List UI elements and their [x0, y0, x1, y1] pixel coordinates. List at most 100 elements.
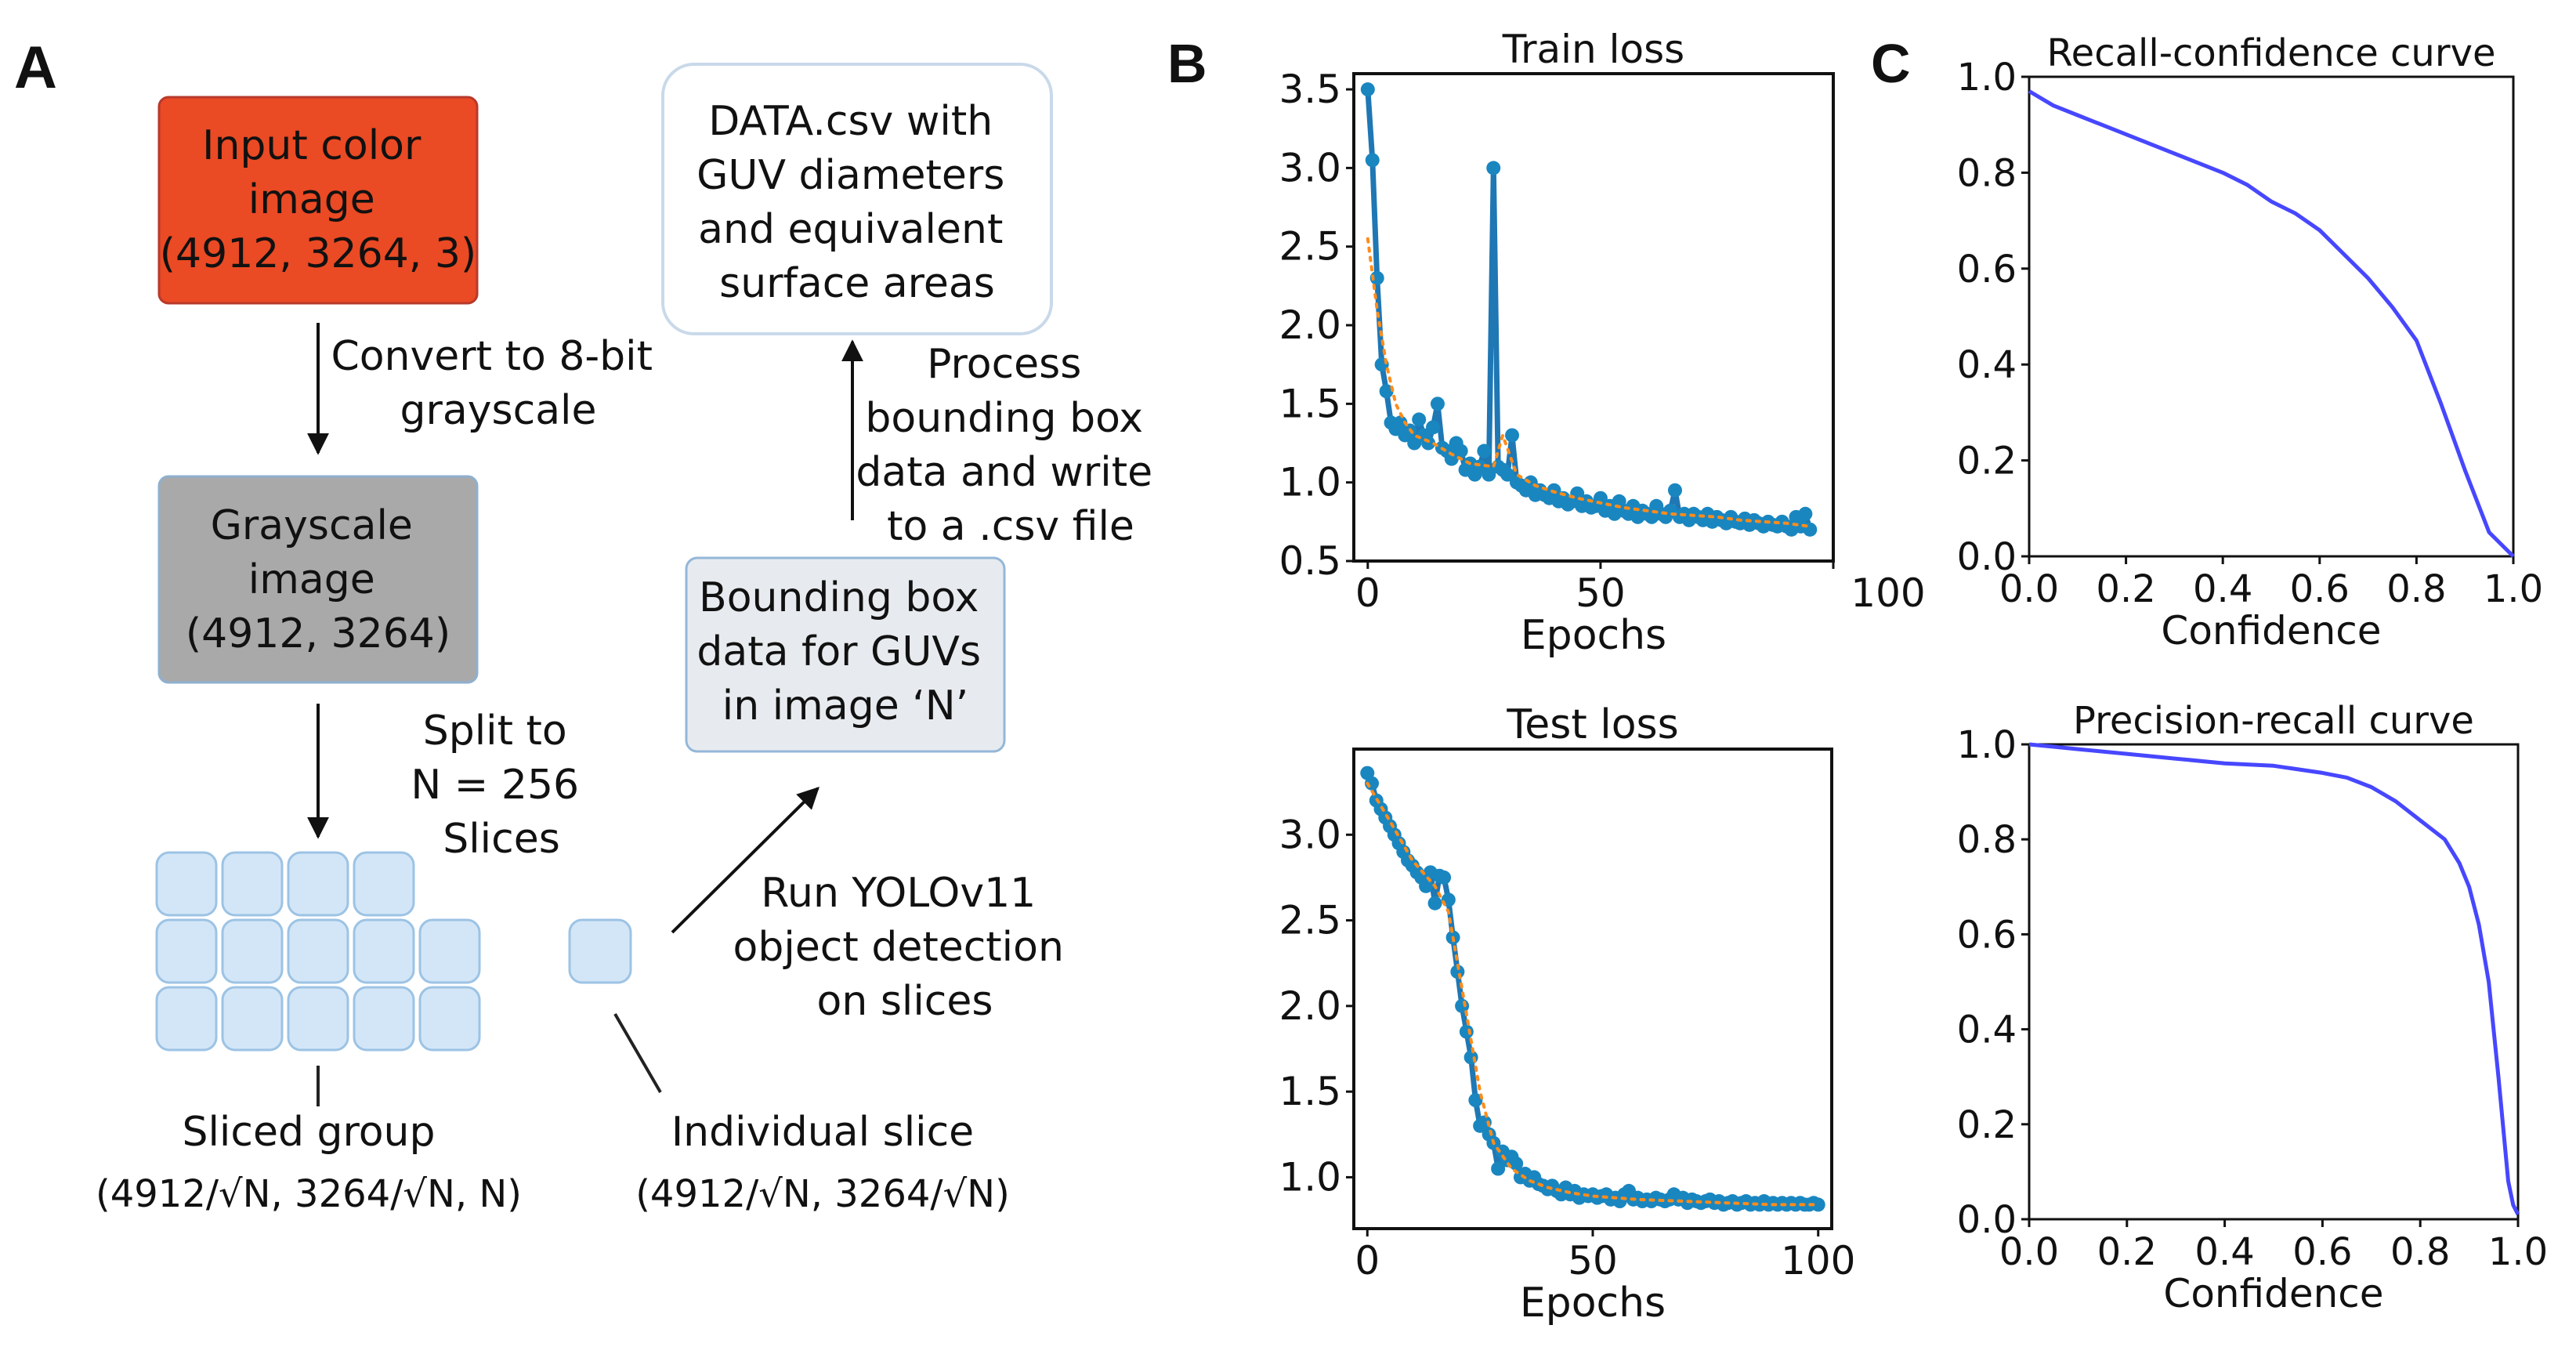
data-point — [1393, 415, 1408, 430]
slice-cell — [353, 986, 415, 1052]
panel-label-b: B — [1167, 33, 1207, 94]
panel-label-a: A — [14, 34, 57, 101]
x-axis-label: Epochs — [1520, 1280, 1666, 1327]
slice-cell — [221, 986, 284, 1052]
x-tick-label: 100 — [1781, 1238, 1855, 1283]
data-point — [1360, 82, 1375, 97]
grayscale-image-label: Grayscale image (4912, 3264) — [186, 502, 450, 657]
convert-step-label: Convert to 8-bit grayscale — [331, 333, 665, 434]
x-tick-label: 50 — [1576, 570, 1626, 616]
chart-title: Recall-confidence curve — [2046, 31, 2495, 75]
data-point — [1468, 1093, 1483, 1108]
data-point — [1491, 1161, 1506, 1176]
x-tick-label: 0.6 — [2290, 567, 2350, 611]
data-point — [1811, 1197, 1825, 1212]
grayscale-image-box — [157, 475, 479, 684]
test-loss-chart: Test loss 1.0 1.5 2.0 2.5 3.0 0 50 100 Epochs — [1279, 701, 1855, 1327]
plot-frame — [1352, 72, 1835, 563]
data-point — [1412, 412, 1427, 427]
x-tick-label: 1.0 — [2484, 567, 2543, 611]
data-csv-box — [661, 63, 1053, 335]
data-point — [1505, 428, 1520, 443]
y-tick-label: 0.0 — [1957, 1198, 2017, 1242]
data-point — [1667, 483, 1682, 498]
slice-cell — [221, 918, 284, 984]
run-step-label: Run YOLOv11 object detection on slices — [733, 870, 1077, 1025]
panel-b: B Train loss 0.5 1.0 1.5 2.0 2.5 3.0 3.5 0 50 100 E… — [1167, 27, 1926, 1327]
slice-cell — [418, 986, 481, 1052]
x-tick-label: 0.4 — [2194, 1230, 2254, 1274]
individual-slice-pointer — [613, 1012, 662, 1094]
slice-cell — [221, 851, 284, 917]
slice-cell — [353, 851, 415, 917]
panel-a: A Input color image (4912, 3264, 3) Conv… — [14, 34, 1165, 1216]
plot-frame — [2028, 743, 2520, 1221]
y-tick-label: 0.4 — [1957, 1008, 2017, 1052]
x-tick-label: 0.2 — [2096, 567, 2155, 611]
y-tick-label: 1.5 — [1279, 1069, 1341, 1114]
input-image-label: Input color image (4912, 3264, 3) — [160, 122, 476, 277]
data-point — [1798, 506, 1813, 521]
x-tick-label: 0 — [1355, 1238, 1380, 1283]
slice-cell — [155, 918, 218, 984]
data-csv-label: DATA.csv with GUV diameters and equivale… — [696, 98, 1018, 307]
slice-cell — [155, 851, 218, 917]
precision-recall-chart: Precision-recall curve 0.0 0.2 0.4 0.6 0.8 1.0… — [1957, 699, 2549, 1316]
y-tick-label: 1.0 — [1279, 1154, 1341, 1200]
y-tick-label: 0.8 — [1957, 818, 2017, 862]
data-point — [1482, 467, 1496, 482]
data-point — [1427, 896, 1442, 911]
data-point — [1369, 270, 1384, 285]
y-tick-label: 0.4 — [1957, 343, 2017, 387]
y-tick-label: 2.0 — [1279, 983, 1341, 1029]
x-tick-label: 0.2 — [2097, 1230, 2157, 1274]
x-tick-label: 0.4 — [2193, 567, 2252, 611]
data-point — [1379, 384, 1394, 399]
data-point — [1453, 443, 1468, 458]
y-tick-label: 0.0 — [1957, 535, 2017, 579]
data-point — [1444, 451, 1459, 466]
y-tick-label: 2.0 — [1279, 302, 1341, 348]
series-line-loss — [1365, 772, 1819, 1207]
y-tick-label: 3.0 — [1279, 812, 1341, 857]
y-tick-label: 0.2 — [1957, 1103, 2017, 1147]
panel-c: C Recall-confidence curve 0.0 0.2 0.4 0.6 0.8… — [1871, 31, 2548, 1316]
series-line-loss — [1365, 89, 1813, 533]
x-axis-label: Confidence — [2163, 1271, 2383, 1316]
x-tick-label: 0.0 — [1999, 1230, 2059, 1274]
data-point — [1430, 396, 1445, 411]
data-point — [1500, 467, 1515, 482]
x-tick-label: 0.0 — [1999, 567, 2059, 611]
individual-slice-title: Individual slice — [671, 1109, 974, 1156]
data-point — [1407, 436, 1422, 451]
slice-cell — [418, 918, 481, 984]
slice-cell — [155, 986, 218, 1052]
y-tick-label: 0.6 — [1957, 913, 2017, 957]
individual-slice — [568, 918, 632, 984]
arrow-run-yolo — [671, 787, 819, 934]
data-point — [1486, 161, 1501, 176]
y-tick-label: 1.0 — [1957, 723, 2017, 767]
x-tick-label: 0.6 — [2292, 1230, 2352, 1274]
series-line-trend — [1366, 237, 1812, 528]
plot-frame — [2028, 75, 2515, 558]
y-tick-label: 0.5 — [1279, 538, 1341, 584]
data-point — [1459, 1024, 1474, 1039]
x-axis-label: Epochs — [1521, 612, 1666, 659]
slice-cell — [287, 851, 349, 917]
data-point — [1437, 870, 1452, 885]
y-tick-label: 3.5 — [1279, 67, 1341, 112]
x-tick-label: 100 — [1851, 570, 1925, 616]
data-point — [1419, 878, 1434, 893]
process-step-label: Process bounding box data and write to a… — [856, 341, 1165, 550]
x-axis-label: Confidence — [2161, 608, 2381, 653]
plot-frame — [1352, 748, 1833, 1230]
slice-cell — [287, 986, 349, 1052]
y-tick-label: 3.0 — [1279, 145, 1341, 190]
x-tick-label: 0 — [1355, 570, 1380, 616]
x-tick-label: 1.0 — [2488, 1230, 2548, 1274]
data-point — [1365, 153, 1380, 168]
series-line-recall — [2028, 89, 2515, 558]
chart-title: Precision-recall curve — [2073, 699, 2474, 743]
